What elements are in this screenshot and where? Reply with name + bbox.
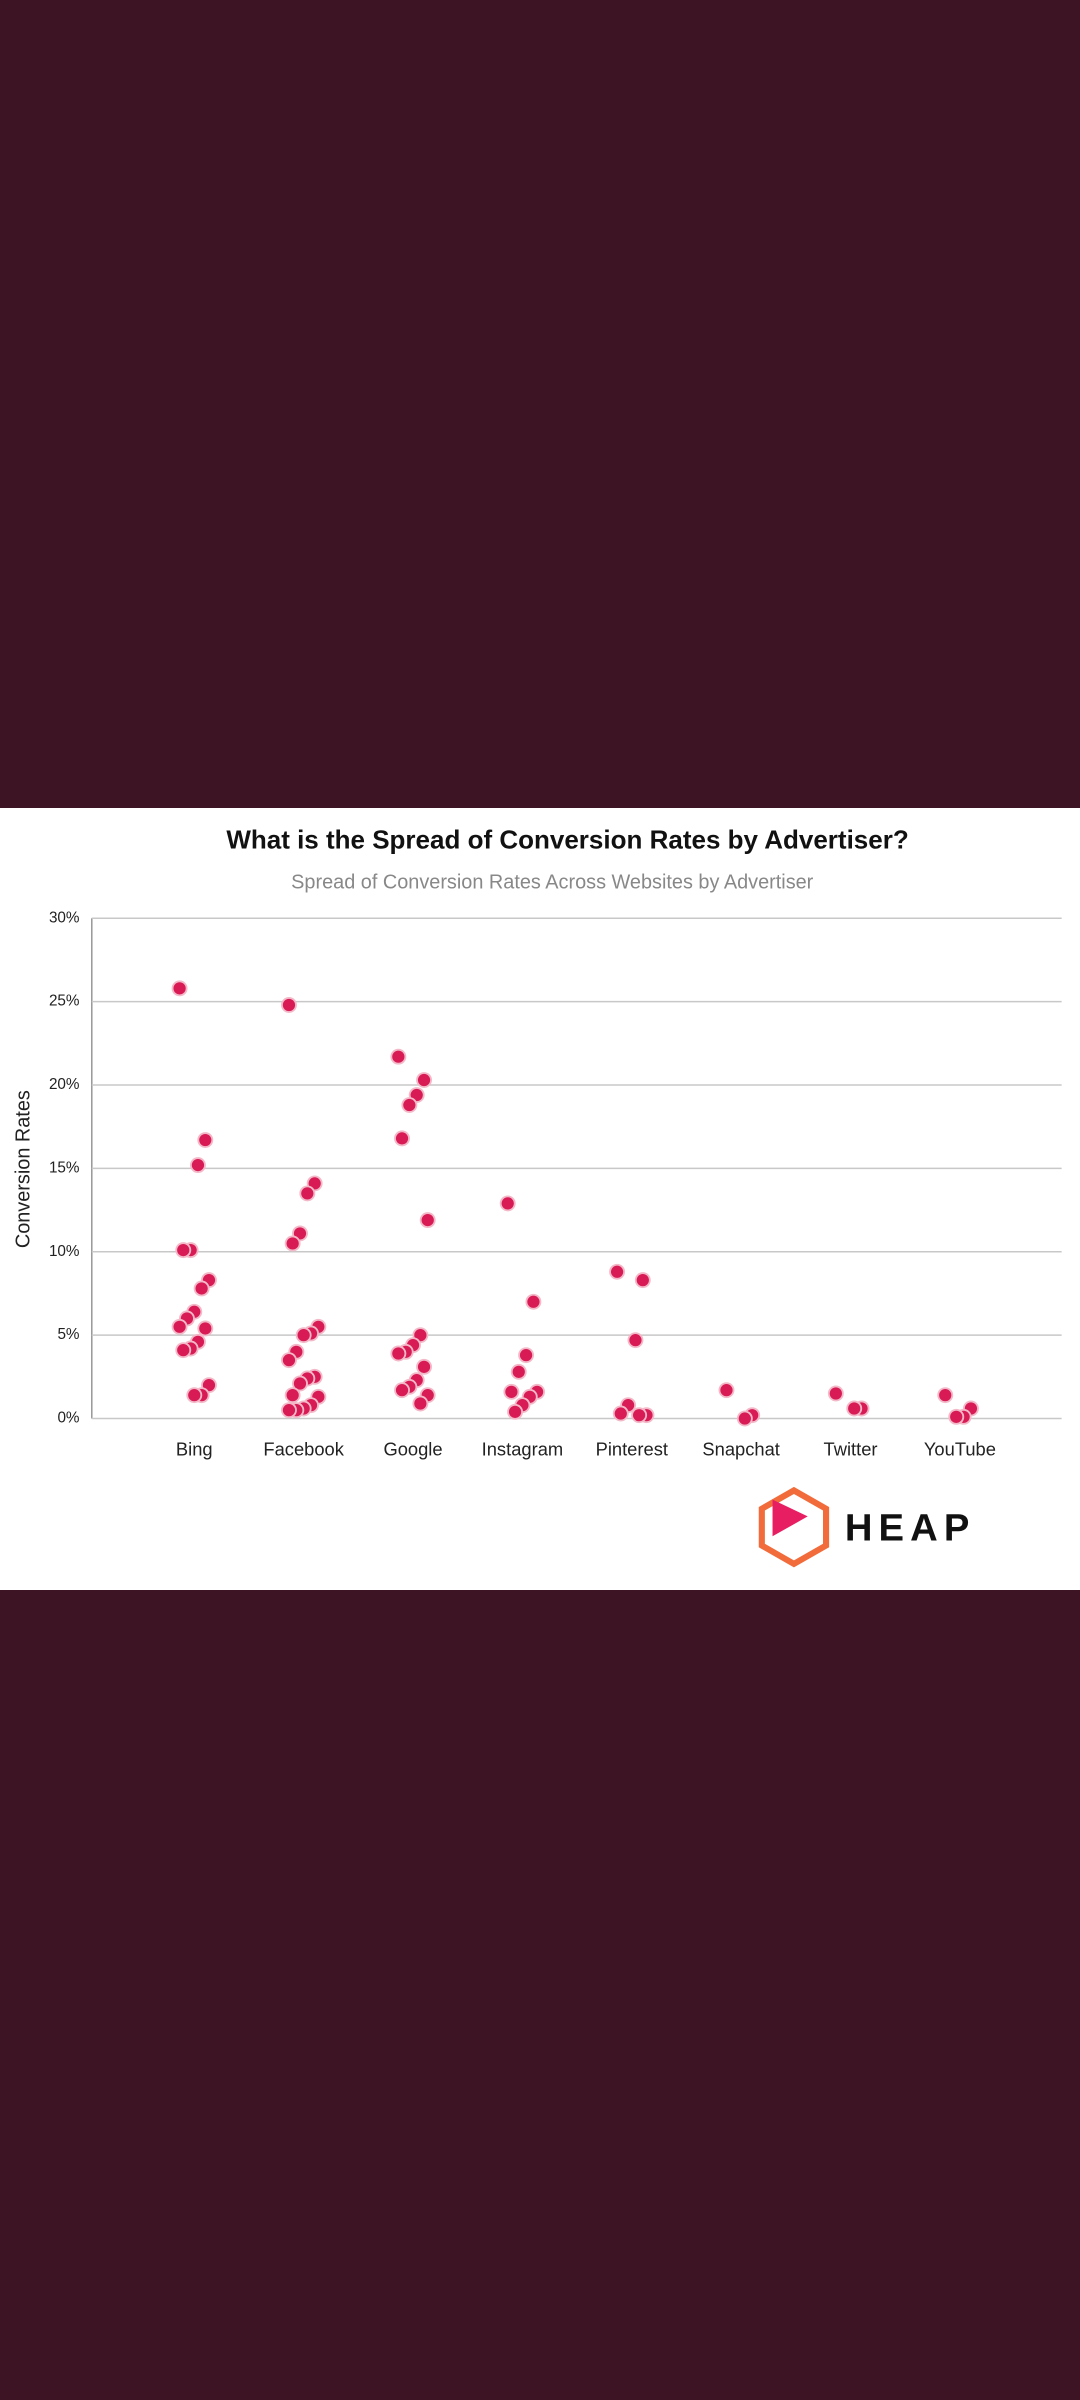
point bbox=[390, 1345, 407, 1362]
point bbox=[281, 1352, 297, 1369]
x-tick-label: Pinterest bbox=[596, 1438, 668, 1459]
point bbox=[189, 1157, 206, 1174]
point bbox=[394, 1382, 410, 1399]
point bbox=[292, 1375, 308, 1392]
point bbox=[507, 1403, 524, 1420]
y-tick-label: 15% bbox=[49, 1159, 80, 1176]
point bbox=[412, 1395, 429, 1412]
point bbox=[416, 1072, 433, 1088]
chart: What is the Spread of Conversion Rates b… bbox=[13, 825, 1062, 1568]
x-tick-label: YouTube bbox=[924, 1438, 996, 1459]
x-tick-label: Bing bbox=[176, 1438, 213, 1459]
point bbox=[197, 1132, 214, 1149]
point bbox=[281, 997, 297, 1013]
logo-hexagon bbox=[758, 1486, 830, 1568]
logo-text: HEAP bbox=[845, 1506, 976, 1549]
point bbox=[827, 1385, 844, 1402]
x-tick-label: Twitter bbox=[824, 1438, 878, 1459]
point bbox=[631, 1407, 648, 1424]
point bbox=[284, 1387, 301, 1404]
point bbox=[948, 1408, 965, 1425]
y-axis-label: Conversion Rates bbox=[13, 1090, 35, 1248]
point bbox=[612, 1405, 629, 1422]
chart-title: What is the Spread of Conversion Rates b… bbox=[226, 825, 908, 855]
point bbox=[937, 1387, 954, 1404]
chart-subtitle: Spread of Conversion Rates Across Websit… bbox=[291, 871, 814, 893]
point bbox=[510, 1363, 527, 1380]
point bbox=[609, 1263, 626, 1280]
point bbox=[525, 1293, 542, 1310]
point bbox=[295, 1327, 312, 1344]
x-tick-label: Google bbox=[383, 1438, 442, 1459]
point bbox=[171, 1318, 188, 1335]
point bbox=[846, 1400, 863, 1417]
point bbox=[416, 1358, 433, 1375]
point bbox=[518, 1347, 535, 1364]
point bbox=[627, 1332, 644, 1349]
x-tick-label: Facebook bbox=[263, 1438, 344, 1459]
x-tick-label: Snapchat bbox=[702, 1438, 780, 1459]
y-tick-label: 10% bbox=[49, 1243, 80, 1260]
point bbox=[394, 1130, 410, 1147]
point bbox=[171, 980, 188, 997]
point bbox=[499, 1195, 516, 1212]
point bbox=[197, 1320, 214, 1337]
point bbox=[175, 1242, 192, 1259]
point bbox=[419, 1212, 436, 1229]
heap-logo bbox=[758, 1486, 830, 1568]
point bbox=[390, 1048, 407, 1065]
point bbox=[299, 1185, 316, 1202]
y-tick-label: 25% bbox=[49, 993, 80, 1010]
y-tick-label: 5% bbox=[57, 1326, 79, 1343]
point bbox=[284, 1235, 301, 1252]
point bbox=[193, 1280, 210, 1297]
point bbox=[718, 1382, 735, 1399]
point bbox=[175, 1342, 192, 1359]
point bbox=[634, 1272, 651, 1289]
point bbox=[401, 1097, 418, 1113]
y-tick-label: 30% bbox=[49, 909, 80, 926]
x-tick-label: Instagram bbox=[482, 1438, 564, 1459]
chart-panel: What is the Spread of Conversion Rates b… bbox=[0, 808, 1080, 1590]
y-tick-label: 20% bbox=[49, 1076, 80, 1093]
logo-flag bbox=[772, 1499, 808, 1537]
point bbox=[281, 1402, 297, 1419]
point bbox=[186, 1387, 203, 1404]
point bbox=[736, 1410, 753, 1427]
point bbox=[503, 1383, 520, 1400]
y-tick-label: 0% bbox=[57, 1410, 79, 1427]
